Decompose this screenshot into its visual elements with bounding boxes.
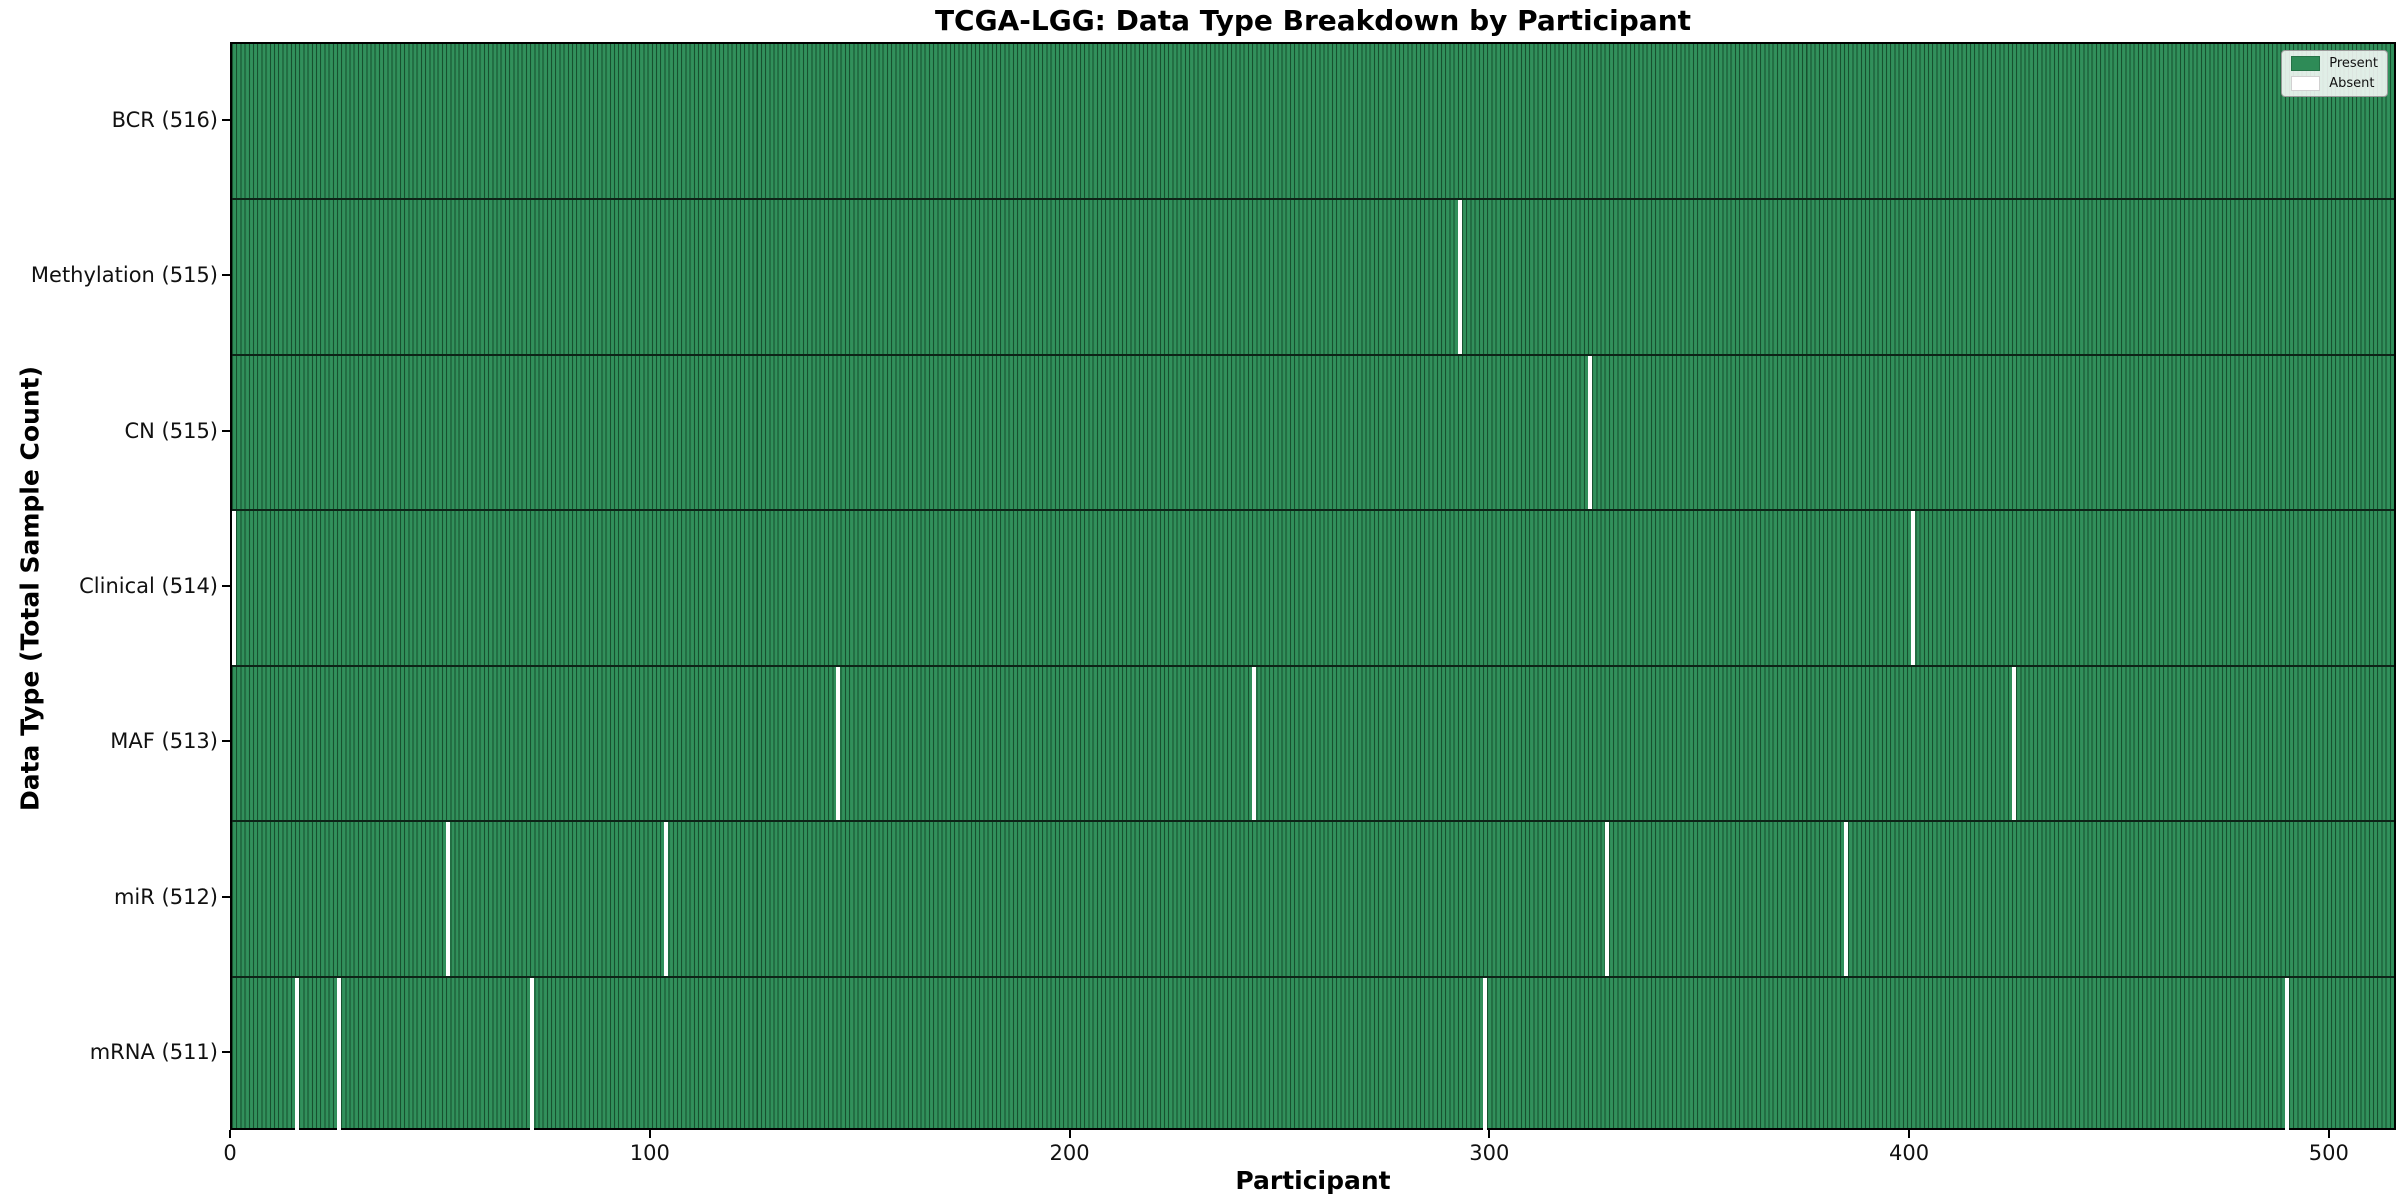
x-tick-mark [2327, 1130, 2330, 1138]
absent-gap-MAF-424 [2011, 665, 2016, 822]
x-tick-mark [1908, 1130, 1911, 1138]
x-tick-label-300: 300 [1469, 1141, 1510, 1165]
y-tick-label-BCR: BCR (516) [111, 107, 218, 132]
y-tick-label-Clinical: Clinical (514) [79, 574, 218, 598]
legend-label-absent: Absent [2329, 76, 2375, 91]
y-tick-label-CN: CN (515) [124, 418, 218, 443]
row-separator [232, 664, 2394, 667]
absent-gap-MAF-243 [1252, 665, 1257, 822]
x-axis-label: Participant [1235, 1166, 1391, 1195]
row-separator [232, 975, 2394, 978]
x-tick-label-100: 100 [629, 1141, 670, 1165]
x-tick-label-400: 400 [1889, 1141, 1930, 1165]
x-tick-mark [229, 1130, 231, 1138]
y-tick-mark [222, 895, 230, 898]
legend-entry-absent: Absent [2291, 76, 2378, 91]
legend: Present Absent [2281, 50, 2388, 97]
absent-gap-Clinical-0 [232, 510, 236, 666]
absent-gap-mRNA-25 [336, 976, 341, 1132]
x-tick-label-500: 500 [2308, 1141, 2349, 1165]
absent-gap-MAF-144 [836, 665, 841, 822]
y-tick-mark [222, 118, 230, 121]
absent-gap-Clinical-400 [1911, 510, 1916, 666]
legend-entry-present: Present [2291, 56, 2378, 71]
row-separator [232, 820, 2394, 823]
x-tick-mark [648, 1130, 651, 1138]
y-tick-mark [222, 429, 230, 432]
row-separator [232, 353, 2394, 356]
absent-gap-miR-384 [1843, 821, 1848, 977]
row-separator [232, 198, 2394, 201]
absent-gap-mRNA-71 [530, 976, 535, 1132]
legend-label-present: Present [2329, 56, 2378, 71]
absent-gap-mRNA-489 [2284, 976, 2289, 1132]
absent-gap-miR-327 [1604, 821, 1609, 977]
present-swatch [2291, 56, 2321, 71]
absent-gap-miR-103 [664, 821, 669, 977]
y-tick-label-MAF: MAF (513) [110, 729, 218, 754]
absent-gap-Methylation-292 [1457, 199, 1462, 355]
x-tick-label-200: 200 [1049, 1141, 1090, 1165]
x-tick-mark [1488, 1130, 1491, 1138]
row-separator [232, 509, 2394, 512]
x-tick-mark [1068, 1130, 1071, 1138]
y-tick-label-miR: miR (512) [113, 884, 218, 909]
absent-swatch [2291, 76, 2321, 91]
absent-gap-miR-51 [446, 821, 451, 977]
chart-title: TCGA-LGG: Data Type Breakdown by Partici… [934, 4, 1692, 37]
y-tick-mark [222, 274, 230, 277]
absent-gap-CN-323 [1587, 354, 1592, 511]
y-tick-mark [222, 585, 230, 587]
y-tick-label-Methylation: Methylation (515) [30, 263, 218, 288]
x-tick-label-0: 0 [223, 1141, 237, 1165]
absent-gap-mRNA-15 [294, 976, 299, 1132]
y-tick-label-mRNA: mRNA (511) [89, 1040, 218, 1065]
y-tick-mark [222, 740, 230, 743]
y-tick-mark [222, 1051, 230, 1054]
absent-gap-mRNA-298 [1482, 976, 1487, 1132]
heatmap-plot: Present Absent [230, 42, 2396, 1132]
